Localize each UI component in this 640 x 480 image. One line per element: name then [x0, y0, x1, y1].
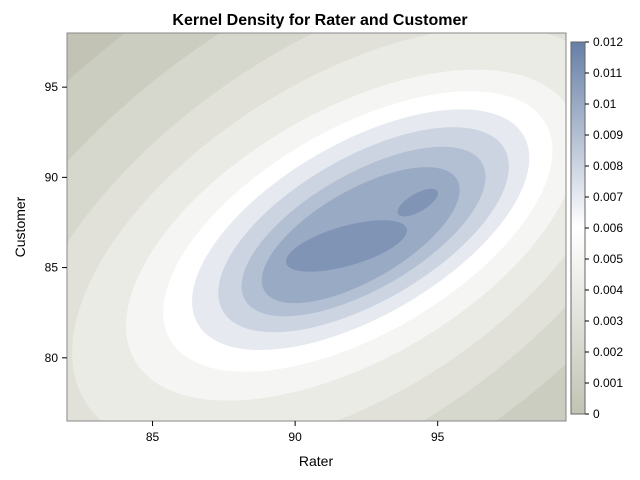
contour-band-10 — [285, 220, 407, 272]
colorbar-tick-label: 0.007 — [593, 190, 623, 204]
colorbar-tick-label: 0 — [593, 407, 600, 421]
x-axis: 85 90 95 — [146, 421, 445, 444]
colorbar-tick-label: 0.002 — [593, 345, 623, 359]
colorbar-tick-label: 0.006 — [593, 221, 623, 235]
chart-title: Kernel Density for Rater and Customer — [172, 12, 467, 29]
colorbar-tick-label: 0.009 — [593, 128, 623, 142]
contour-band-11 — [397, 188, 438, 217]
colorbar-tick-label: 0.003 — [593, 314, 623, 328]
colorbar-tick-label: 0.005 — [593, 252, 623, 266]
x-tick-label: 85 — [146, 430, 160, 444]
x-tick-label: 90 — [288, 430, 302, 444]
colorbar-tick-label: 0.004 — [593, 283, 623, 297]
y-tick-label: 85 — [45, 261, 59, 275]
colorbar-gradient — [570, 41, 586, 415]
y-axis-label: Customer — [12, 196, 28, 257]
colorbar-ticks: 0 0.001 0.002 0.003 0.004 0.005 0.006 0.007 0.00… — [585, 35, 623, 421]
x-tick-label: 95 — [431, 430, 445, 444]
colorbar-tick-label: 0.011 — [593, 66, 622, 80]
x-axis-label: Rater — [299, 453, 334, 469]
colorbar-tick-label: 0.008 — [593, 159, 623, 173]
y-tick-label: 95 — [45, 80, 59, 94]
colorbar-tick-label: 0.012 — [593, 35, 623, 49]
y-tick-label: 90 — [45, 170, 59, 184]
colorbar-legend: 0 0.001 0.002 0.003 0.004 0.005 0.006 0.007 0.00… — [570, 35, 623, 421]
plot-frame — [66, 32, 567, 422]
y-axis: 80 85 90 95 — [45, 80, 67, 365]
y-tick-label: 80 — [45, 351, 59, 365]
colorbar-tick-label: 0.01 — [593, 97, 617, 111]
colorbar-tick-label: 0.001 — [593, 376, 623, 390]
